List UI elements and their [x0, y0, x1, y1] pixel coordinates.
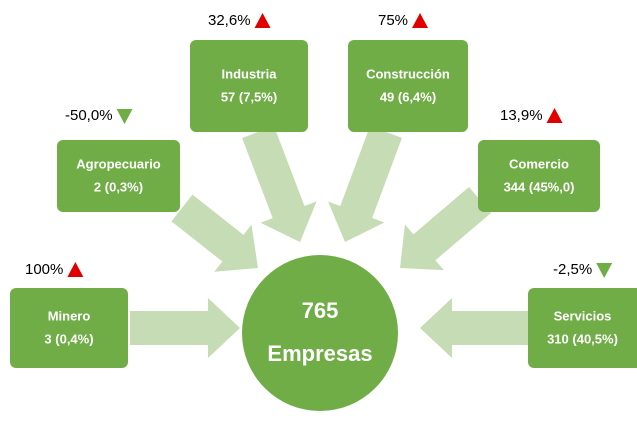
node-value: 344 (45%,0)	[504, 179, 575, 194]
trend-up-icon	[67, 262, 84, 277]
nodes: Minero 3 (0,4%) 100% Agropecuario 2 (0,3%) -5…	[10, 12, 637, 368]
trend-up-icon	[254, 13, 271, 28]
center-label: Empresas	[267, 341, 372, 366]
node-change: -2,5%	[553, 261, 592, 278]
arrow	[171, 194, 258, 272]
node-box	[348, 40, 468, 132]
arrow	[242, 125, 317, 242]
node-value: 310 (40,5%)	[547, 331, 618, 346]
trend-down-icon	[116, 109, 133, 124]
node-name: Servicios	[554, 308, 612, 323]
node-name: Comercio	[509, 156, 569, 171]
trend-up-icon	[412, 13, 429, 28]
node-change: 100%	[25, 261, 63, 278]
node-box	[190, 40, 308, 132]
center-circle	[242, 255, 398, 411]
arrows	[130, 125, 528, 358]
node-name: Minero	[48, 308, 91, 323]
arrow	[130, 298, 240, 358]
arrow	[420, 298, 528, 358]
center-value: 765	[302, 298, 339, 323]
node-change: 13,9%	[500, 107, 543, 124]
node-box	[10, 288, 128, 368]
node-change: 32,6%	[208, 12, 251, 29]
trend-up-icon	[546, 108, 563, 123]
node-box	[57, 140, 180, 212]
arrow	[328, 126, 402, 242]
node-name: Construcción	[366, 66, 450, 81]
node-name: Industria	[222, 66, 278, 81]
node-change: 75%	[378, 12, 408, 29]
node-value: 3 (0,4%)	[44, 331, 93, 346]
node-box	[528, 288, 637, 368]
node-name: Agropecuario	[76, 156, 161, 171]
node-value: 2 (0,3%)	[94, 179, 143, 194]
trend-down-icon	[596, 263, 613, 278]
node-value: 49 (6,4%)	[380, 89, 436, 104]
node-value: 57 (7,5%)	[221, 89, 277, 104]
node-change: -50,0%	[65, 107, 113, 124]
node-box	[478, 140, 600, 212]
arrow	[400, 187, 492, 271]
